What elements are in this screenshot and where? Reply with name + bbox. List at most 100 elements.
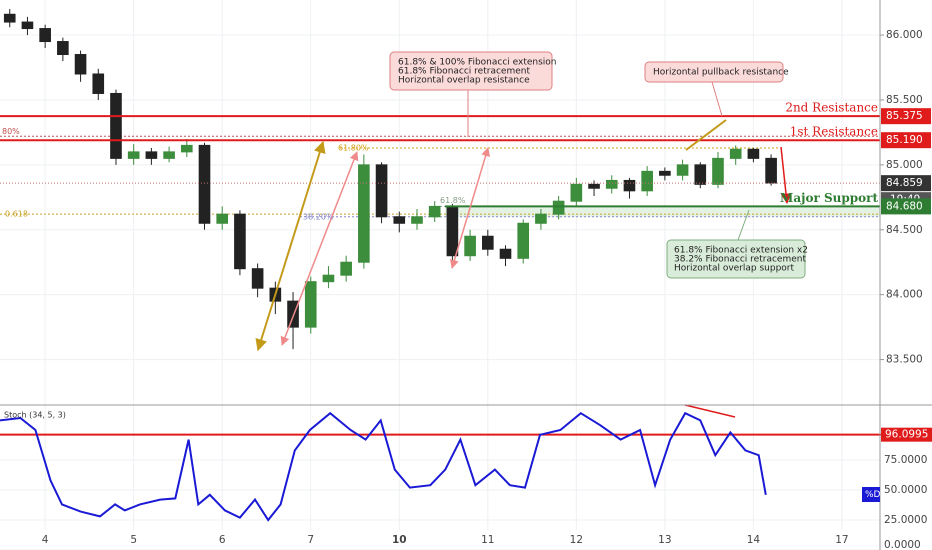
level-box-label: 85.375: [886, 110, 923, 122]
candle-body: [623, 179, 636, 192]
x-tick-label: 12: [570, 534, 583, 546]
legend-box: [862, 487, 880, 502]
fib-arrow: [450, 147, 490, 269]
y2-tick-label: 25.0000: [884, 514, 927, 526]
candle-body: [570, 183, 583, 202]
annotation-text: 61.8% Fibonacci extension x2: [674, 246, 808, 256]
y-tick-label: 83.500: [886, 354, 923, 366]
annotation: Horizontal pullback resistance: [644, 61, 789, 117]
candle-body: [605, 179, 618, 189]
level-box: [881, 132, 931, 149]
candle-body: [588, 183, 600, 189]
pointer: [737, 209, 750, 241]
x-tick-label: 4: [42, 534, 49, 546]
candle-body: [39, 28, 51, 43]
candle-body: [464, 235, 476, 257]
candle-body: [127, 151, 140, 159]
divergence-line: [684, 404, 736, 418]
level-box: [881, 198, 931, 215]
fib-label: 80%: [2, 127, 20, 136]
y-tick-label: 85.500: [886, 94, 923, 106]
x-tick-label: 13: [658, 534, 671, 546]
annotation-text: 61.8% Fibonacci retracement: [398, 67, 530, 77]
annotation-text: Horizontal overlap resistance: [398, 76, 530, 86]
candle-body: [552, 200, 565, 215]
candle-body: [694, 164, 707, 185]
price-box-label: 84.859: [886, 177, 923, 189]
candle-body: [676, 164, 689, 176]
candle-body: [163, 151, 175, 159]
candle-body: [21, 21, 34, 30]
candle-body: [499, 248, 512, 259]
annotation: 61.8% Fibonacci extension x2 38.2% Fibon…: [666, 209, 808, 279]
y2-tick-label: 75.0000: [884, 454, 927, 466]
down-arrow: [780, 146, 792, 205]
fib-label: 61.8%: [440, 196, 466, 205]
annotation-box: [389, 51, 553, 91]
indicator-label: Stoch (34, 5, 3): [4, 411, 66, 420]
y2-tick-label: 50.0000: [884, 484, 927, 496]
x-tick-label: 6: [219, 534, 226, 546]
annotation-box: [666, 239, 806, 279]
x-tick-label: 17: [835, 534, 848, 546]
candle-body: [57, 41, 69, 56]
annotation-text: 38.2% Fibonacci retracement: [674, 255, 806, 265]
candle-body: [340, 261, 352, 276]
stoch-level-label: 96.0995: [885, 429, 928, 441]
candle-body: [251, 268, 264, 289]
y-tick-label: 86.000: [886, 29, 923, 41]
annotation-text: Horizontal pullback resistance: [653, 68, 789, 78]
trend-line: [685, 119, 727, 151]
candle-body: [393, 216, 406, 224]
candle-body: [446, 205, 459, 257]
fib-label: 0.618: [5, 210, 28, 219]
annotation: 61.8% & 100% Fibonacci extension 61.8% F…: [389, 51, 557, 137]
candle-body: [198, 144, 211, 224]
level-name: 1st Resistance: [790, 125, 878, 139]
support-zone: [445, 206, 880, 217]
annotation-box: [644, 61, 784, 83]
candle-body: [535, 213, 547, 224]
fib-label: 61.80%: [338, 143, 369, 152]
candle-body: [322, 274, 335, 283]
candle-body: [216, 213, 229, 224]
y-tick-label: 85.000: [886, 159, 923, 171]
x-tick-label: 5: [130, 534, 137, 546]
candle-body: [358, 164, 370, 263]
fib-label: 38.20%: [303, 212, 334, 221]
candle-body: [3, 13, 16, 23]
candle-body: [428, 205, 441, 218]
y-tick-label: 84.000: [886, 289, 923, 301]
candle-body: [659, 170, 671, 176]
candle-body: [765, 157, 777, 184]
x-tick-label: 14: [747, 534, 761, 546]
pointer: [711, 81, 723, 117]
candle-body: [641, 170, 653, 192]
annotation-text: Horizontal overlap support: [674, 264, 794, 274]
y-tick-label: 84.500: [886, 224, 923, 236]
x-tick-label: 7: [307, 534, 314, 546]
candle-body: [145, 151, 158, 159]
candle-body: [481, 235, 494, 250]
candle-body: [92, 73, 105, 94]
stoch-level-box: [881, 427, 932, 442]
price-box: [881, 175, 931, 192]
candle-body: [304, 281, 317, 328]
candle-body: [712, 157, 724, 185]
overlay: 61.8% & 100% Fibonacci extension 61.8% F…: [255, 51, 808, 418]
fib-arrow: [280, 151, 359, 346]
candle-body: [411, 216, 423, 224]
candle-body: [375, 164, 388, 218]
candle-body: [747, 148, 760, 159]
level-name: Major Support: [780, 191, 878, 205]
candle-body: [74, 54, 87, 75]
level-box-label: 85.190: [886, 134, 923, 146]
level-name: 2nd Resistance: [785, 101, 878, 115]
stoch-line: [0, 411, 767, 522]
candle-body: [180, 144, 193, 153]
y2-tick-label: 0.0000: [884, 539, 921, 550]
candle-body: [729, 148, 742, 159]
level-box: [881, 108, 931, 125]
